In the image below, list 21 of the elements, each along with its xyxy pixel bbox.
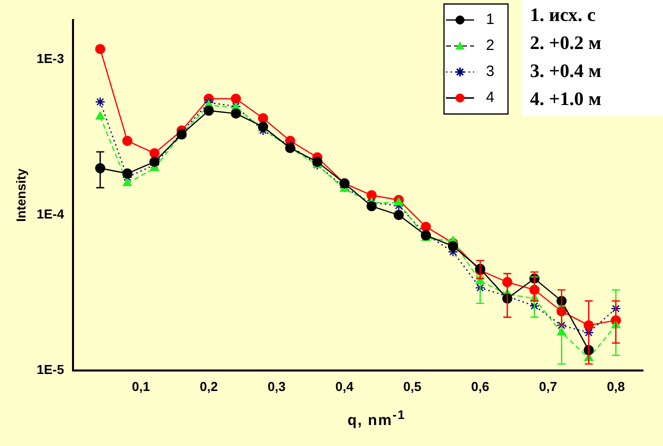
x-tick-label: 0,4 xyxy=(335,378,354,394)
legend-label: 1 xyxy=(486,11,494,28)
x-tick-label: 0,8 xyxy=(606,378,625,394)
legend-label: 3 xyxy=(486,63,494,80)
y-axis-title: Intensity xyxy=(13,168,28,222)
annotation: 2. +0.2 м xyxy=(530,32,602,56)
x-tick-label: 0,6 xyxy=(471,378,490,394)
x-tick-label: 0,2 xyxy=(200,378,218,394)
legend-label: 2 xyxy=(486,37,494,54)
annotation: 1. исх. с xyxy=(530,4,597,28)
x-tick-label: 0,5 xyxy=(403,378,422,394)
legend-label: 4 xyxy=(486,89,494,106)
x-tick-label: 0,7 xyxy=(538,378,558,394)
annotation: 3. +0.4 м xyxy=(530,60,602,84)
x-axis-title: q, nm$^{-1}$ xyxy=(346,408,407,429)
x-tick-label: 0,1 xyxy=(132,378,150,394)
y-tick-label: 1E-4 xyxy=(36,206,65,222)
annotation: 4. +1.0 м xyxy=(530,88,602,112)
x-tick-label: 0,3 xyxy=(268,378,286,394)
y-tick-label: 1E-5 xyxy=(36,362,64,377)
y-tick-label: 1E-3 xyxy=(36,51,64,66)
